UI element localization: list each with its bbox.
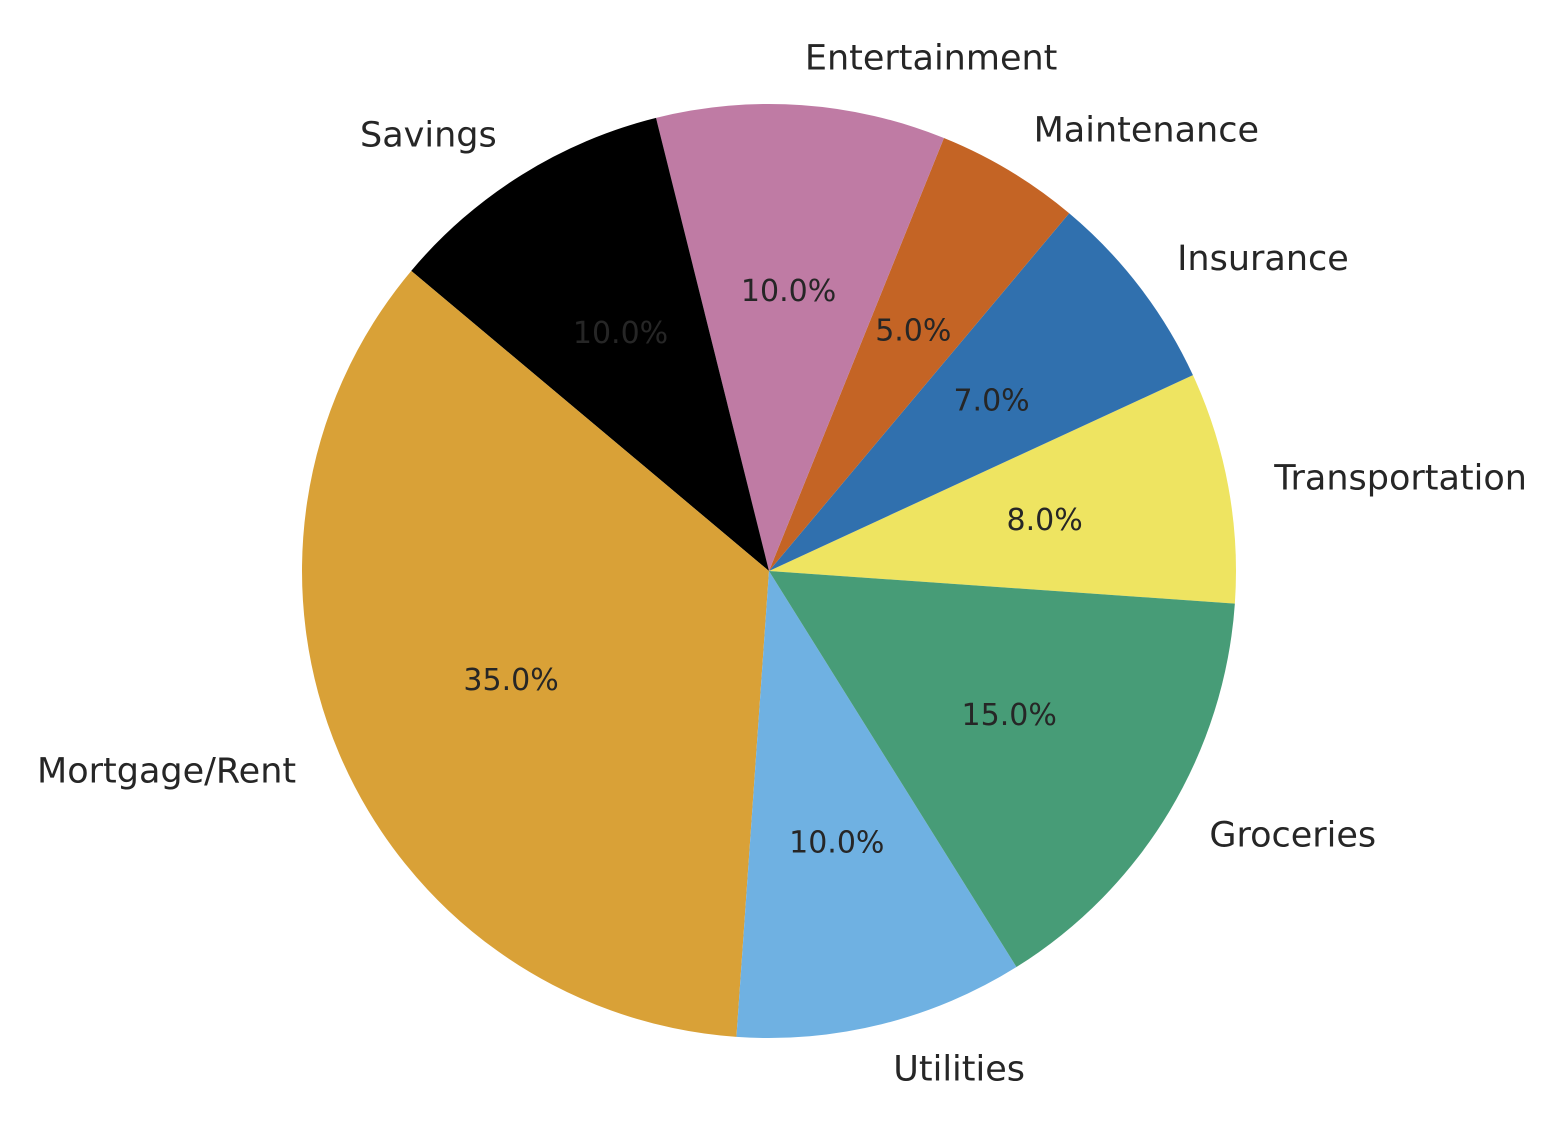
- pie-slice-savings: [411, 117, 769, 572]
- pct-label-entertainment: 10.0%: [741, 274, 836, 309]
- pie-slice-entertainment: [656, 104, 944, 572]
- pie-percent-labels: 8.0% 7.0%5.0% 10.0% 10.0% 35.0% 10.0% 15.0%: [463, 274, 1082, 860]
- category-label-savings: Savings: [360, 115, 497, 155]
- category-label-maintenance: Maintenance: [1034, 111, 1259, 151]
- pie-slice-groceries: [769, 571, 1235, 968]
- category-label-insurance: Insurance: [1177, 239, 1349, 279]
- pie-slices: [302, 104, 1236, 1038]
- category-label-utilities: Utilities: [893, 1049, 1025, 1089]
- pie-slice-mortgage-rent: [302, 270, 769, 1037]
- pct-label-groceries: 15.0%: [962, 698, 1057, 733]
- pie-slice-transportation: [769, 375, 1236, 604]
- pie-slice-insurance: [769, 213, 1193, 571]
- category-label-transportation: Transportation: [1273, 458, 1527, 498]
- pct-label-mortgage-rent: 35.0%: [463, 663, 558, 698]
- category-label-entertainment: Entertainment: [805, 39, 1058, 79]
- category-label-groceries: Groceries: [1209, 816, 1376, 856]
- pct-label-utilities: 10.0%: [789, 825, 884, 860]
- pct-label-maintenance: 5.0%: [875, 313, 951, 348]
- pie-category-labels: Transportation Insurance Maintenance Entert…: [37, 39, 1527, 1090]
- pie-slice-utilities: [736, 571, 1017, 1038]
- pie-slice-maintenance: [769, 138, 1070, 571]
- pct-label-insurance: 7.0%: [953, 383, 1029, 418]
- category-label-mortgage-rent: Mortgage/Rent: [37, 752, 296, 792]
- pct-label-transportation: 8.0%: [1006, 503, 1082, 538]
- pct-label-savings: 10.0%: [573, 316, 668, 351]
